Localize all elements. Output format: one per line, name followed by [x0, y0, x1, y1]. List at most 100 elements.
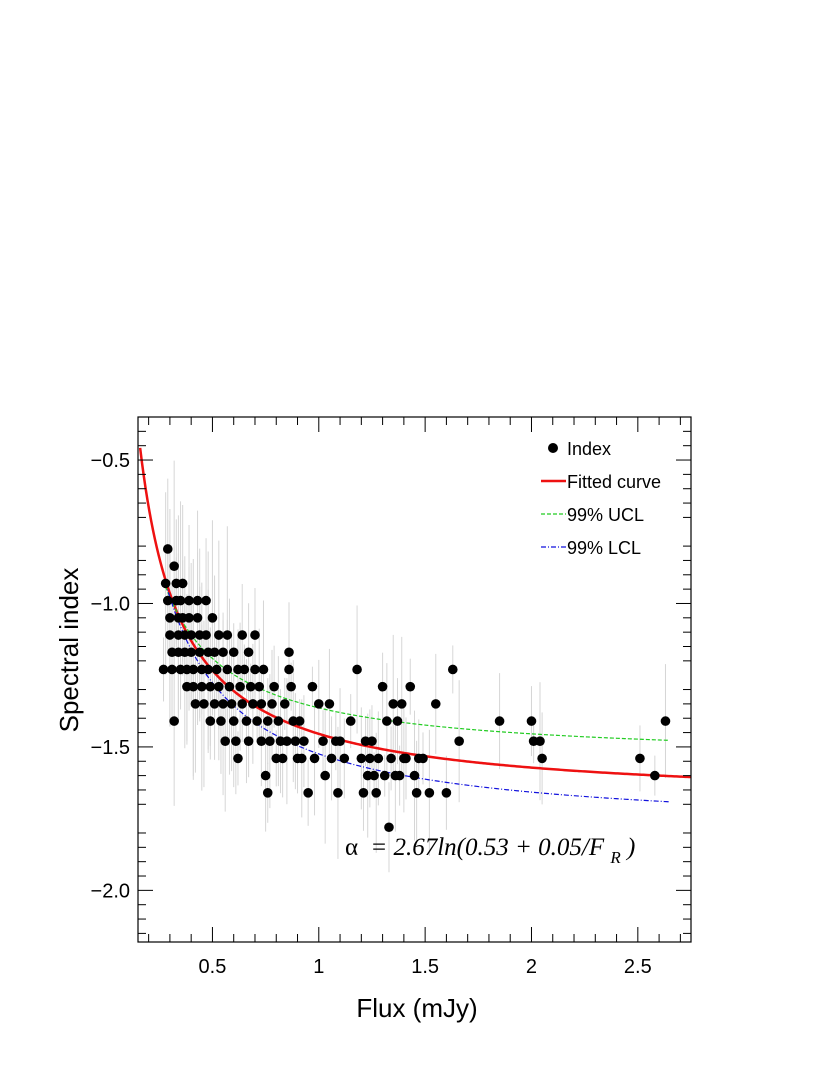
data-point — [401, 753, 411, 764]
data-point — [203, 664, 213, 675]
data-point — [167, 664, 177, 675]
data-point — [237, 699, 248, 709]
data-point — [209, 647, 220, 658]
data-point — [299, 736, 309, 746]
legend: Index Fitted curve 99% UCL 99% LCL — [541, 439, 661, 558]
data-point — [186, 647, 196, 658]
legend-marker-index — [548, 443, 558, 453]
data-point — [382, 716, 392, 726]
data-point — [231, 736, 241, 746]
data-point — [165, 613, 175, 623]
data-point — [265, 736, 275, 746]
data-point — [494, 716, 505, 726]
data-points — [158, 544, 671, 833]
data-point — [226, 699, 237, 709]
data-point — [211, 664, 222, 675]
lcl-curve — [165, 582, 670, 803]
data-point — [284, 664, 294, 675]
data-point — [233, 753, 243, 764]
data-point — [250, 630, 260, 640]
data-point — [262, 716, 273, 726]
data-point — [256, 736, 267, 746]
data-point — [454, 736, 464, 746]
data-point — [190, 699, 201, 709]
data-point — [441, 788, 452, 798]
fit-formula: α = 2.67ln(0.53 + 0.05/F R ) — [345, 834, 635, 869]
data-point — [165, 630, 175, 640]
data-point — [228, 716, 239, 726]
data-point — [256, 699, 267, 709]
legend-label-ucl: 99% UCL — [567, 505, 644, 525]
data-point — [169, 716, 179, 726]
data-point — [192, 613, 203, 623]
data-point — [224, 681, 235, 692]
data-point — [201, 630, 211, 640]
data-point — [175, 595, 186, 606]
data-point — [324, 699, 335, 709]
y-axis-title: Spectral index — [54, 568, 84, 733]
data-point — [162, 595, 173, 606]
data-point — [409, 770, 420, 781]
data-point — [526, 716, 537, 726]
plot-frame — [137, 416, 692, 943]
data-point — [192, 595, 203, 606]
data-point — [356, 753, 367, 764]
data-point — [252, 716, 262, 726]
data-point — [169, 561, 179, 571]
data-point — [245, 681, 256, 692]
data-point — [405, 681, 416, 692]
data-point — [262, 788, 273, 798]
data-point — [258, 664, 269, 675]
data-point — [267, 699, 277, 709]
ucl-curve — [165, 586, 670, 741]
data-point — [650, 770, 660, 781]
data-point — [197, 681, 207, 692]
data-point — [239, 664, 250, 675]
data-point — [205, 681, 216, 692]
data-point — [254, 681, 265, 692]
data-point — [218, 699, 228, 709]
data-point — [160, 578, 171, 589]
data-point — [411, 788, 422, 798]
data-point — [294, 716, 305, 726]
data-point — [424, 788, 435, 798]
data-point — [386, 753, 396, 764]
data-point — [373, 753, 384, 764]
data-point — [248, 699, 258, 709]
data-point — [277, 753, 288, 764]
data-point — [371, 788, 382, 798]
data-point — [243, 647, 254, 658]
data-point — [184, 613, 194, 623]
data-point — [326, 753, 337, 764]
data-point — [201, 595, 211, 606]
data-point — [284, 647, 294, 658]
data-point — [345, 716, 356, 726]
data-point — [222, 664, 233, 675]
data-point — [209, 699, 220, 709]
data-point — [188, 664, 199, 675]
data-point — [384, 822, 394, 833]
data-point — [352, 664, 362, 675]
data-point — [214, 681, 224, 692]
data-point — [313, 699, 324, 709]
data-point — [214, 630, 224, 640]
data-point — [430, 699, 441, 709]
data-point — [260, 770, 271, 781]
data-point — [237, 630, 248, 640]
data-point — [243, 736, 254, 746]
data-point — [369, 770, 379, 781]
data-point — [418, 753, 428, 764]
data-point — [216, 716, 226, 726]
data-point — [335, 736, 345, 746]
x-tick-label: 2 — [526, 956, 537, 978]
data-point — [320, 770, 330, 781]
data-point — [177, 578, 188, 589]
data-point — [269, 681, 279, 692]
data-point — [282, 736, 292, 746]
data-point — [660, 716, 671, 726]
data-point — [218, 647, 228, 658]
data-point — [207, 613, 218, 623]
y-tick-label: −2.0 — [91, 880, 130, 902]
x-tick-label: 1 — [313, 956, 324, 978]
